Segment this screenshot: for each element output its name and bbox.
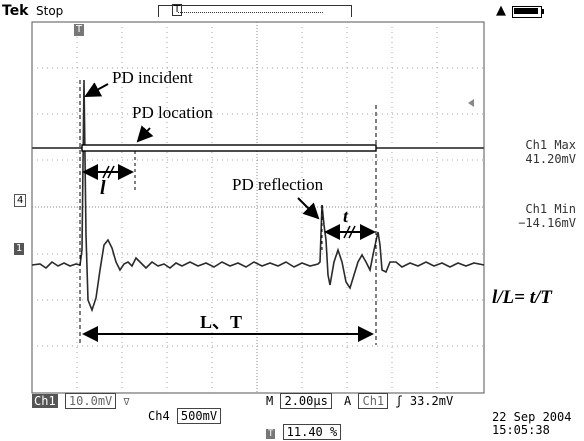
LT-label: L、T bbox=[200, 312, 243, 332]
l-break-2 bbox=[107, 165, 115, 179]
run-state-label: Stop bbox=[36, 4, 64, 18]
t-break-2 bbox=[348, 225, 356, 239]
pd-reflection-label: PD reflection bbox=[232, 175, 324, 194]
ch1-trace bbox=[31, 79, 485, 313]
pd-reflection-pointer bbox=[297, 197, 320, 220]
trigger-level: 33.2mV bbox=[409, 394, 454, 408]
trigger-source: Ch1 bbox=[358, 393, 389, 409]
datetime-readout: 22 Sep 2004 15:05:38 bbox=[492, 411, 571, 437]
pd-location-label: PD location bbox=[132, 103, 213, 122]
trigger-slope-icon: ʃ bbox=[395, 394, 403, 408]
cable-bar bbox=[81, 144, 377, 152]
l-symbol: l bbox=[100, 177, 106, 199]
ch1-max-readout: Ch1 Max 41.20mV bbox=[525, 138, 576, 166]
ch1-min-label: Ch1 Min bbox=[525, 202, 576, 216]
trigger-position-icon: T bbox=[172, 4, 183, 16]
ch1-min-value: −14.16mV bbox=[518, 216, 576, 230]
warning-icon: ▲ bbox=[496, 3, 506, 18]
trigger-position-icon-bottom: T bbox=[266, 429, 276, 439]
brand-label: Tek bbox=[2, 3, 29, 19]
acquisition-mode: A bbox=[344, 394, 352, 408]
date-label: 22 Sep 2004 bbox=[492, 410, 572, 424]
ch1-channel-label: Ch1 bbox=[32, 394, 58, 408]
trigger-readout[interactable]: A Ch1 ʃ 33.2mV bbox=[344, 393, 454, 409]
ch4-volts-per-div: 500mV bbox=[176, 408, 222, 424]
ch1-ground-marker[interactable]: 1 bbox=[14, 243, 25, 255]
bandwidth-limit-icon: ∇ bbox=[123, 397, 130, 408]
t-break-1 bbox=[343, 225, 351, 239]
ch4-ground-marker[interactable]: 4 bbox=[14, 194, 27, 207]
battery-tip bbox=[542, 9, 544, 14]
ch1-min-readout: Ch1 Min −14.16mV bbox=[518, 202, 576, 230]
ch4-channel-label: Ch4 bbox=[148, 409, 170, 423]
ch1-scale-readout[interactable]: Ch1 10.0mV ∇ bbox=[32, 393, 130, 409]
ch4-scale-readout[interactable]: Ch4 500mV bbox=[148, 408, 222, 424]
battery-icon bbox=[512, 6, 542, 18]
timebase-readout[interactable]: M 2.00µs bbox=[266, 393, 332, 409]
ch1-max-value: 41.20mV bbox=[525, 152, 576, 166]
ch1-max-label: Ch1 Max bbox=[525, 138, 576, 152]
record-position-bar[interactable] bbox=[158, 5, 352, 17]
ratio-formula: l/L= t/T bbox=[492, 287, 552, 308]
trigger-marker-top: T bbox=[74, 24, 85, 36]
l-break-1 bbox=[102, 165, 110, 179]
timebase-prefix: M bbox=[266, 394, 274, 408]
t-symbol: t bbox=[343, 206, 349, 226]
graticule-center-axes bbox=[32, 22, 484, 393]
pd-incident-pointer bbox=[84, 82, 109, 97]
pd-incident-label: PD incident bbox=[112, 68, 193, 87]
trigger-position-readout[interactable]: T 11.40 % bbox=[266, 424, 342, 440]
trigger-level-arrow bbox=[468, 99, 474, 107]
status-bar: Tek Stop T ▲ bbox=[0, 0, 584, 22]
ch1-volts-per-div: 10.0mV bbox=[64, 393, 117, 409]
time-label: 15:05:38 bbox=[492, 423, 550, 437]
pd-location-pointer bbox=[136, 125, 154, 143]
record-window-indicator bbox=[178, 8, 323, 13]
timebase-value: 2.00µs bbox=[280, 393, 332, 409]
trigger-position-value: 11.40 % bbox=[282, 424, 342, 440]
